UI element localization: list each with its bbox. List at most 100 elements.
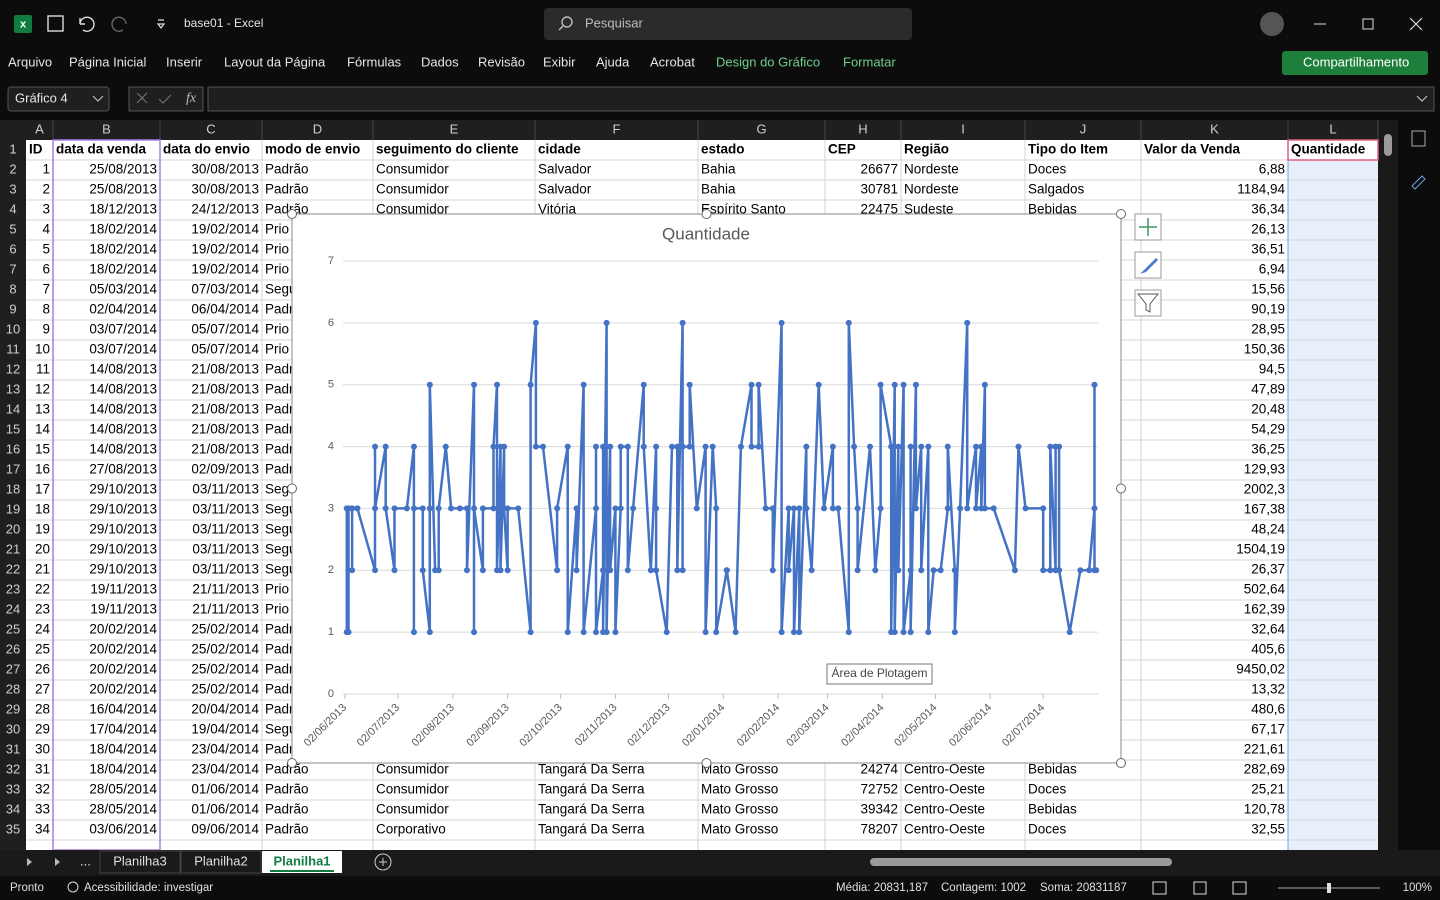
cell[interactable]: Consumidor <box>376 762 449 777</box>
cell[interactable]: data da venda <box>56 142 147 157</box>
resize-handle[interactable] <box>1116 483 1126 494</box>
ribbon-tab[interactable]: Formatar <box>843 54 896 69</box>
column-header[interactable]: I <box>961 121 965 136</box>
row-header[interactable]: 11 <box>6 341 20 356</box>
cell[interactable]: 21/08/2013 <box>191 362 259 377</box>
cell[interactable]: Centro-Oeste <box>904 802 985 817</box>
cell[interactable]: 03/06/2014 <box>89 822 157 837</box>
cell[interactable]: Padr <box>265 422 294 437</box>
row-header[interactable]: 13 <box>6 381 20 396</box>
cell[interactable]: 54,29 <box>1251 422 1285 437</box>
cell[interactable]: 282,69 <box>1244 762 1285 777</box>
cell[interactable]: Prio <box>265 602 289 617</box>
cell[interactable]: Tangará Da Serra <box>538 782 645 797</box>
cell[interactable]: 1 <box>42 162 50 177</box>
share-label[interactable]: Compartilhamento <box>1303 54 1409 69</box>
sheet-tab-label[interactable]: ... <box>80 853 91 868</box>
cell[interactable]: 8 <box>42 302 50 317</box>
cell[interactable]: 03/11/2013 <box>192 542 259 557</box>
cell[interactable]: 22 <box>35 582 50 597</box>
cell[interactable]: 32,64 <box>1251 622 1285 637</box>
cell[interactable]: Quantidade <box>1291 142 1366 157</box>
cell[interactable]: 30/08/2013 <box>191 162 259 177</box>
formula-expand[interactable] <box>1416 95 1428 102</box>
ribbon-tab[interactable]: Arquivo <box>8 54 52 69</box>
cell[interactable]: 18 <box>35 502 50 517</box>
cell[interactable]: Bebidas <box>1028 802 1077 817</box>
zoom-thumb[interactable] <box>1327 883 1331 893</box>
row-header[interactable]: 9 <box>9 301 16 316</box>
cell[interactable]: Prio <box>265 262 289 277</box>
cell[interactable]: 162,39 <box>1244 602 1285 617</box>
cell[interactable]: 06/04/2014 <box>191 302 259 317</box>
cell[interactable]: 25/08/2013 <box>89 162 157 177</box>
cell[interactable]: 02/04/2014 <box>89 302 157 317</box>
cell[interactable]: 67,17 <box>1251 722 1285 737</box>
column-header[interactable]: B <box>102 121 111 136</box>
cell[interactable]: Segu <box>265 502 297 517</box>
cell[interactable]: 20/02/2014 <box>89 662 157 677</box>
cell[interactable]: Padrão <box>265 802 309 817</box>
column-header[interactable]: E <box>450 121 459 136</box>
cell[interactable]: 14 <box>35 422 51 437</box>
row-header[interactable]: 10 <box>6 321 20 336</box>
cell[interactable]: 36,34 <box>1251 202 1285 217</box>
cell[interactable]: Segu <box>265 562 297 577</box>
column-header[interactable]: A <box>35 121 44 136</box>
cell[interactable]: 23 <box>35 602 50 617</box>
cell[interactable]: 405,6 <box>1251 642 1285 657</box>
row-header[interactable]: 7 <box>9 261 16 276</box>
cell[interactable]: 14/08/2013 <box>89 442 157 457</box>
resize-handle[interactable] <box>287 758 297 768</box>
cell[interactable]: 20 <box>35 542 50 557</box>
horizontal-scroll-thumb[interactable] <box>870 858 1172 866</box>
row-header[interactable]: 19 <box>6 501 20 516</box>
cell[interactable]: 23/04/2014 <box>191 742 259 757</box>
cell[interactable]: 25/02/2014 <box>191 622 259 637</box>
row-header[interactable]: 20 <box>6 521 20 536</box>
column-header[interactable]: F <box>613 121 621 136</box>
cell[interactable]: 20,48 <box>1251 402 1285 417</box>
resize-handle[interactable] <box>1116 758 1126 768</box>
cell[interactable]: 25 <box>35 642 50 657</box>
cell[interactable]: 23/04/2014 <box>191 762 259 777</box>
cell[interactable]: 120,78 <box>1244 802 1285 817</box>
cell[interactable]: 28/05/2014 <box>89 782 157 797</box>
cell[interactable]: 29/10/2013 <box>89 502 157 517</box>
cell[interactable]: 19 <box>35 522 50 537</box>
accessibility-status[interactable]: Acessibilidade: investigar <box>84 882 213 894</box>
cell[interactable]: Consumidor <box>376 202 449 217</box>
cell[interactable]: 1184,94 <box>1237 182 1285 197</box>
cell[interactable]: 20/04/2014 <box>191 702 259 717</box>
cell[interactable]: Centro-Oeste <box>904 822 985 837</box>
cell[interactable]: 39342 <box>860 802 898 817</box>
column-header[interactable]: G <box>756 121 766 136</box>
cell[interactable]: modo de envio <box>265 142 360 157</box>
cell[interactable]: 24/12/2013 <box>191 202 259 217</box>
cell[interactable]: 32 <box>35 782 50 797</box>
cell[interactable]: 14/08/2013 <box>89 402 157 417</box>
cell[interactable]: 36,25 <box>1251 442 1285 457</box>
ribbon-tab[interactable]: Inserir <box>166 54 203 69</box>
cell[interactable]: 21/08/2013 <box>191 422 259 437</box>
cell[interactable]: 31 <box>35 762 50 777</box>
cell[interactable]: Prio <box>265 582 289 597</box>
cell[interactable]: 01/06/2014 <box>191 782 259 797</box>
chart-styles-button[interactable] <box>1134 251 1162 279</box>
cell[interactable]: 14/08/2013 <box>89 362 157 377</box>
cell[interactable]: 30781 <box>860 182 898 197</box>
cell[interactable]: Bebidas <box>1028 202 1077 217</box>
cell[interactable]: Doces <box>1028 782 1067 797</box>
search-box[interactable] <box>544 8 912 40</box>
column-header[interactable]: K <box>1210 121 1219 136</box>
cell[interactable]: Padr <box>265 362 294 377</box>
cell[interactable]: Padrão <box>265 822 309 837</box>
cell[interactable]: Valor da Venda <box>1144 142 1241 157</box>
cell[interactable]: 21/08/2013 <box>191 402 259 417</box>
row-header[interactable]: 17 <box>6 461 20 476</box>
cell[interactable]: 30/08/2013 <box>191 182 259 197</box>
cell[interactable]: 25/02/2014 <box>191 642 259 657</box>
cell[interactable]: Padr <box>265 442 294 457</box>
cell[interactable]: Padrão <box>265 162 309 177</box>
cell[interactable]: 03/11/2013 <box>192 502 259 517</box>
